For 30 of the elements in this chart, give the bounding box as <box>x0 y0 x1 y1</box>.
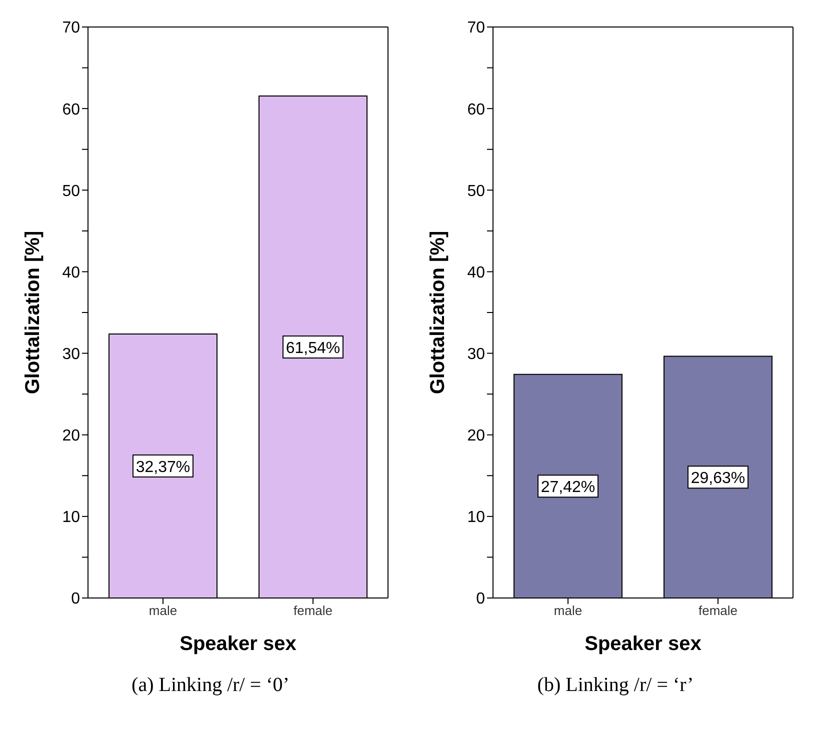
x-axis-title: Speaker sex <box>180 633 296 655</box>
y-tick-label: 0 <box>71 590 80 608</box>
y-tick-label: 60 <box>62 101 80 118</box>
data-label: 32,37% <box>136 458 190 476</box>
y-tick-label: 40 <box>62 264 80 282</box>
y-tick-label: 50 <box>62 182 80 200</box>
y-tick-label: 10 <box>467 509 486 526</box>
text: (b) Linking /r/ = ‘r’ <box>537 674 694 697</box>
text: (a) Linking /r/ = ‘0’ <box>132 674 290 697</box>
y-tick-label: 10 <box>62 509 80 526</box>
x-axis-title: Speaker sex <box>584 633 702 655</box>
data-label: 27,42% <box>540 479 596 496</box>
y-tick-label: 0 <box>476 590 486 608</box>
y-tick-label: 20 <box>467 428 486 445</box>
y-axis-title: Glottalization [%] <box>22 230 44 394</box>
y-tick-label: 40 <box>467 264 486 282</box>
data-label: 29,63% <box>690 470 746 488</box>
y-axis-title: Glottalization [%] <box>427 230 450 394</box>
x-tick-label: female <box>698 603 738 618</box>
data-label: 61,54% <box>286 340 340 358</box>
y-tick-label: 70 <box>467 20 486 37</box>
y-tick-label: 20 <box>62 428 80 445</box>
x-tick-label: male <box>148 603 178 618</box>
x-tick-label: female <box>293 603 333 618</box>
x-tick-label: male <box>554 603 582 618</box>
y-tick-label: 70 <box>62 20 80 37</box>
y-tick-label: 50 <box>467 182 486 200</box>
y-tick-label: 60 <box>467 101 486 118</box>
y-tick-label: 30 <box>62 346 80 363</box>
y-tick-label: 30 <box>467 346 486 363</box>
